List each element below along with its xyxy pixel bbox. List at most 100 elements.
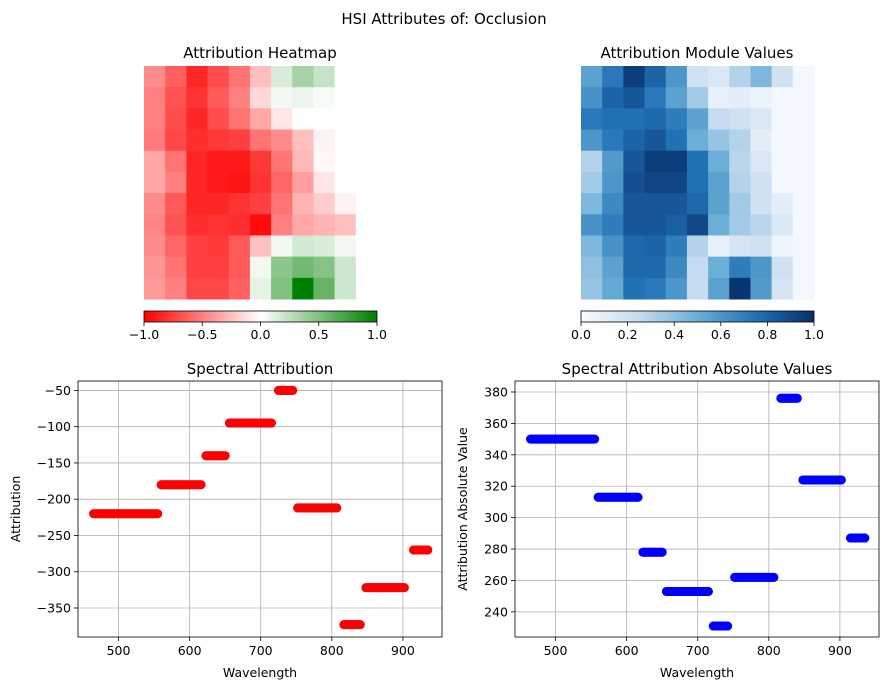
attribution-heatmap-cell-r4-c6 [271,150,293,173]
module-values-cell-r2-c7 [729,108,751,131]
attribution-heatmap-cell-r2-c9 [334,108,357,131]
spectral-attribution-ytick-label: −300 [37,564,71,579]
module-values-cell-r6-c3 [644,193,667,215]
attribution-colorbar-ticks: −1.0 −0.5 0.0 0.5 1.0 [129,322,387,342]
attribution-heatmap-cell-r8-c5 [249,235,272,258]
attribution-heatmap-cell-r7-c10 [355,214,378,236]
module-values-cell-r10-c9 [771,277,794,300]
attribution-heatmap-cell-r5-c10 [355,171,378,194]
attribution-heatmap-cell-r10-c5 [249,277,272,300]
spectral-attribution-xtick-label: 900 [391,643,415,658]
module-values-cell-r9-c6 [708,256,730,279]
attribution-heatmap-cell-r10-c7 [292,277,314,300]
module-values-cell-r4-c1 [602,150,624,173]
attribution-heatmap-cell-r1-c9 [334,87,357,109]
spectral-absolute-ylabel: Attribution Absolute Value [455,427,470,591]
module-values-colorbar-tick-label: 0.2 [618,327,638,342]
module-values-cell-r6-c8 [750,193,773,215]
module-values-colorbar [580,310,815,323]
module-values-cell-r3-c3 [644,129,667,152]
module-values-cell-r7-c9 [771,214,794,236]
attribution-heatmap-cell-r1-c3 [207,87,230,109]
spectral-attribution-panel: Spectral Attribution 500 600 700 800 900 −50 −… [8,360,443,680]
module-values-cell-r9-c0 [581,256,603,279]
attribution-heatmap-cell-r4-c1 [165,150,187,173]
attribution-heatmap-cell-r0-c0 [144,66,166,88]
attribution-heatmap-cell-r10-c6 [271,277,293,300]
attribution-colorbar [143,310,378,323]
attribution-heatmap-cell-r7-c1 [165,214,187,236]
spectral-absolute-ytick-label: 300 [484,510,508,525]
attribution-heatmap-cell-r2-c10 [355,108,378,131]
attribution-heatmap-cell-r5-c0 [144,171,166,194]
spectral-attribution-xtick-label: 600 [178,643,202,658]
module-values-cell-r8-c8 [750,235,773,258]
module-values-cell-r4-c9 [771,150,794,173]
spectral-attribution-ytick-label: −250 [37,528,71,543]
attribution-heatmap-cell-r7-c6 [271,214,293,236]
spectral-attribution-point [220,451,230,461]
module-values-cell-r5-c6 [708,171,730,194]
spectral-attribution-xtick-label: 800 [320,643,344,658]
module-values-cell-r9-c1 [602,256,624,279]
module-values-cell-r1-c3 [644,87,667,109]
module-values-colorbar-tick-label: 0.0 [571,327,591,342]
spectral-attribution-xtick-label: 500 [107,643,131,658]
attribution-colorbar-tick-label: 0.0 [251,327,271,342]
module-values-cell-r8-c5 [686,235,709,258]
module-values-cell-r3-c8 [750,129,773,152]
spectral-absolute-title: Spectral Attribution Absolute Values [562,360,833,378]
attribution-heatmap-cell-r9-c9 [334,256,357,279]
spectral-absolute-xlabel: Wavelength [660,665,734,680]
attribution-heatmap-cell-r4-c2 [186,150,209,173]
attribution-heatmap-cell-r1-c7 [292,87,314,109]
module-values-cell-r7-c7 [729,214,751,236]
module-values-cell-r6-c10 [792,193,815,215]
spectral-attribution-point [196,480,206,490]
module-values-cell-r1-c6 [708,87,730,109]
attribution-heatmap-cell-r9-c4 [228,256,251,279]
module-values-cell-r6-c7 [729,193,751,215]
attribution-colorbar-tick-label: −1.0 [129,327,159,342]
attribution-heatmap-cell-r8-c1 [165,235,187,258]
attribution-heatmap-cell-r8-c6 [271,235,293,258]
module-values-cell-r1-c0 [581,87,603,109]
attribution-heatmap-cell-r4-c3 [207,150,230,173]
module-values-cell-r6-c0 [581,193,603,215]
spectral-absolute-ytick-label: 240 [484,604,508,619]
spectral-absolute-point [769,572,779,582]
module-values-cell-r0-c4 [665,66,688,88]
attribution-heatmap-cell-r6-c7 [292,193,314,215]
spectral-absolute-point [657,547,667,557]
attribution-heatmap-cell-r3-c7 [292,129,314,152]
spectral-absolute-ytick-label: 320 [484,479,508,494]
module-values-cell-r5-c7 [729,171,751,194]
attribution-heatmap-cell-r8-c10 [355,235,378,258]
spectral-attribution-point [332,503,342,513]
module-values-cell-r4-c5 [686,150,709,173]
module-values-cell-r9-c5 [686,256,709,279]
spectral-attribution-point [153,509,163,519]
module-values-cell-r2-c3 [644,108,667,131]
attribution-heatmap-cell-r6-c10 [355,193,378,215]
attribution-heatmap-cell-r9-c5 [249,256,272,279]
module-values-cell-r6-c1 [602,193,624,215]
attribution-heatmap-cell-r4-c10 [355,150,378,173]
module-values-colorbar-tick-label: 0.8 [757,327,777,342]
module-values-cell-r3-c1 [602,129,624,152]
module-values-heatmap-cells [581,66,815,300]
attribution-colorbar-tick-label: 1.0 [367,327,387,342]
spectral-absolute-ticks: 500 600 700 800 900 240 260 280 300 320 340 360 380 [484,384,852,658]
attribution-heatmap-cell-r5-c1 [165,171,187,194]
attribution-heatmap-cell-r2-c4 [228,108,251,131]
attribution-heatmap-cell-r9-c6 [271,256,293,279]
spectral-absolute-point [860,533,870,543]
attribution-heatmap-cell-r0-c7 [292,66,314,88]
attribution-heatmap-cell-r3-c1 [165,129,187,152]
module-values-cell-r2-c9 [771,108,794,131]
module-values-cell-r7-c5 [686,214,709,236]
attribution-heatmap-cell-r9-c3 [207,256,230,279]
module-values-cell-r4-c10 [792,150,815,173]
module-values-colorbar-tick-label: 1.0 [804,327,824,342]
attribution-heatmap-cell-r5-c4 [228,171,251,194]
